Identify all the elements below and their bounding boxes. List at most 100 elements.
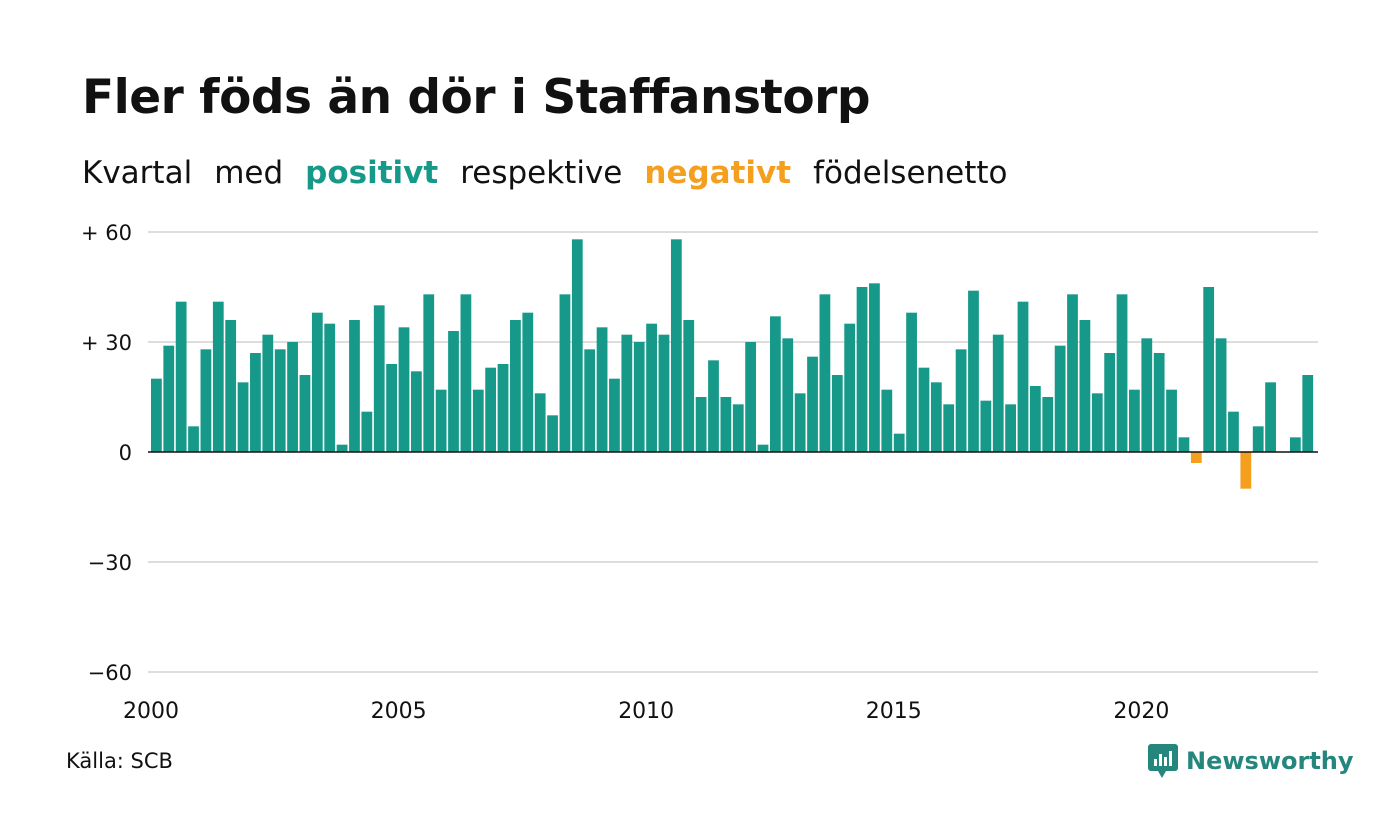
- bar-positive: [237, 382, 249, 452]
- bar-positive: [819, 294, 831, 452]
- bar-positive: [460, 294, 472, 452]
- y-tick-label: + 30: [81, 331, 132, 355]
- bar-positive: [1029, 386, 1041, 452]
- bar-positive: [856, 287, 868, 452]
- y-tick-label: −30: [88, 551, 132, 575]
- bar-positive: [584, 349, 596, 452]
- bar-negative: [1240, 452, 1252, 489]
- bar-positive: [794, 393, 806, 452]
- bar-positive: [720, 397, 732, 452]
- bar-positive: [349, 320, 360, 452]
- bar-positive: [695, 397, 707, 452]
- bar-positive: [1289, 437, 1301, 452]
- y-tick-label: 0: [119, 441, 132, 465]
- bar-positive: [225, 320, 237, 452]
- bar-positive: [596, 327, 608, 452]
- bar-positive: [1005, 404, 1016, 452]
- y-axis: + 60 + 30 0 −30 −60: [81, 221, 132, 685]
- bar-positive: [398, 327, 410, 452]
- bar-positive: [646, 323, 657, 452]
- subtitle-word: Kvartal: [82, 155, 193, 191]
- bar-positive: [1042, 397, 1054, 452]
- bar-positive: [609, 378, 620, 452]
- bar-positive: [373, 305, 385, 452]
- newsworthy-logo-icon: [1148, 744, 1178, 778]
- bar-positive: [782, 338, 794, 452]
- bar-positive: [299, 375, 311, 452]
- bar-positive: [1302, 375, 1314, 452]
- bar-positive: [361, 411, 373, 452]
- x-tick-label: 2005: [371, 699, 427, 724]
- bar-positive: [1265, 382, 1276, 452]
- bar-positive: [287, 342, 298, 452]
- bar-positive: [1153, 353, 1165, 452]
- x-tick-label: 2015: [866, 699, 922, 724]
- bar-positive: [633, 342, 645, 452]
- bar-positive: [250, 353, 261, 452]
- bar-positive: [881, 389, 893, 452]
- bar-positive: [163, 345, 175, 452]
- bar-positive: [831, 375, 843, 452]
- bar-positive: [844, 323, 856, 452]
- x-tick-label: 2020: [1113, 699, 1169, 724]
- bar-positive: [1252, 426, 1264, 452]
- bar-positive: [188, 426, 199, 452]
- bar-positive: [212, 301, 224, 452]
- bar-positive: [472, 389, 484, 452]
- bar-positive: [683, 320, 695, 452]
- bar-positive: [324, 323, 336, 452]
- bar-positive: [670, 239, 682, 452]
- bar-positive: [448, 331, 459, 452]
- bar-positive: [522, 312, 534, 452]
- source-note: Källa: SCB: [66, 749, 173, 773]
- y-tick-label: + 60: [81, 221, 132, 245]
- bar-positive: [1228, 411, 1239, 452]
- bar-positive: [547, 415, 558, 452]
- bar-positive: [1166, 389, 1177, 452]
- bar-positive: [943, 404, 955, 452]
- subtitle-word: med: [214, 155, 284, 191]
- bar-positive: [410, 371, 422, 452]
- bar-positive: [1129, 389, 1140, 452]
- bar-positive: [386, 364, 397, 452]
- y-tick-label: −60: [88, 661, 132, 685]
- bar-positive: [770, 316, 781, 452]
- bar-positive: [1079, 320, 1091, 452]
- bar-positive: [992, 334, 1004, 452]
- bar-positive: [423, 294, 435, 452]
- bar-positive: [497, 364, 509, 452]
- subtitle-positive: positivt: [305, 155, 439, 191]
- bar-positive: [869, 283, 880, 452]
- bar-positive: [745, 342, 757, 452]
- bar-positive: [435, 389, 447, 452]
- bar-positive: [559, 294, 571, 452]
- bar-positive: [262, 334, 274, 452]
- bar-positive: [1104, 353, 1116, 452]
- bar-positive: [1116, 294, 1128, 452]
- chart-subtitle: Kvartal med positivt respektive negativt föde…: [82, 155, 1030, 191]
- bar-positive: [1203, 287, 1215, 452]
- x-axis: 2000 2005 2010 2015 2020: [123, 699, 1169, 724]
- bar-positive: [571, 239, 583, 452]
- bar-positive: [1067, 294, 1078, 452]
- bar-positive: [732, 404, 744, 452]
- bar-positive: [918, 367, 930, 452]
- bar-positive: [274, 349, 286, 452]
- bar-positive: [968, 290, 979, 452]
- bar-positive: [906, 312, 917, 452]
- bar-negative: [1190, 452, 1202, 463]
- x-tick-label: 2000: [123, 699, 179, 724]
- bar-positive: [1215, 338, 1227, 452]
- bar-positive: [807, 356, 818, 452]
- bar-positive: [893, 433, 905, 452]
- subtitle-word: respektive: [460, 155, 623, 191]
- brand-logo: Newsworthy: [1148, 744, 1354, 778]
- x-tick-label: 2010: [618, 699, 674, 724]
- bar-positive: [311, 312, 323, 452]
- bar-positive: [1017, 301, 1029, 452]
- bar-positive: [708, 360, 719, 452]
- bar-positive: [485, 367, 497, 452]
- bar-positive: [980, 400, 992, 452]
- bar-positive: [1178, 437, 1190, 452]
